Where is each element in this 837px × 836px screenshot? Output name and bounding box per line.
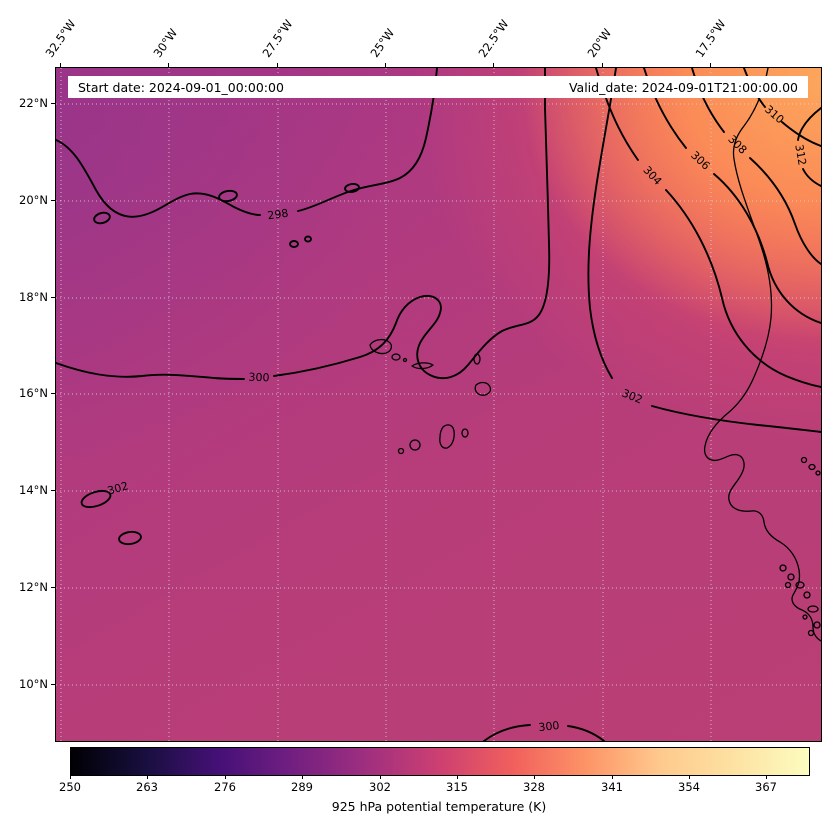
y-tick-mark (51, 393, 55, 394)
x-tick-mark (493, 63, 494, 67)
contour-label-308: 308 (725, 133, 749, 157)
coastline-group (369, 68, 821, 642)
y-tick-mark (51, 103, 55, 104)
map-plot: 298 300 302 302 300 304 306 308 310 312 … (55, 67, 822, 742)
colorbar-tick-mark (766, 775, 767, 779)
y-tick-label: 16°N (19, 386, 48, 400)
x-tick-label: 27.5°W (259, 16, 296, 60)
contour-line-298 (56, 68, 438, 248)
x-tick-mark (710, 63, 711, 67)
x-tick-mark (168, 63, 169, 67)
colorbar-tick-label: 263 (136, 780, 158, 794)
contour-label-306: 306 (688, 149, 712, 173)
y-tick-label: 10°N (19, 677, 48, 691)
colorbar-tick-mark (380, 775, 381, 779)
x-tick-mark (60, 63, 61, 67)
colorbar-tick-mark (302, 775, 303, 779)
colorbar-tick-label: 367 (755, 780, 777, 794)
contour-label-302-sw: 302 (106, 479, 130, 497)
gridlines (56, 68, 821, 741)
y-tick-mark (51, 490, 55, 491)
y-tick-mark (51, 200, 55, 201)
x-tick-mark (602, 63, 603, 67)
y-tick-label: 20°N (19, 193, 48, 207)
colorbar-tick-label: 276 (214, 780, 236, 794)
african-coastline (703, 68, 821, 642)
contour-label-304: 304 (640, 164, 664, 188)
contour-label-302: 302 (620, 387, 644, 407)
colorbar-tick-mark (147, 775, 148, 779)
colorbar-tick-label: 354 (678, 780, 700, 794)
x-tick-label: 32.5°W (42, 16, 79, 60)
contour-line-312 (797, 107, 821, 187)
colorbar-title: 925 hPa potential temperature (K) (331, 799, 547, 814)
x-tick-label: 22.5°W (475, 16, 512, 60)
x-tick-label: 20°W (584, 25, 615, 61)
colorbar-tick-label: 315 (446, 780, 468, 794)
colorbar-tick-mark (612, 775, 613, 779)
colorbar-tick-label: 289 (291, 780, 313, 794)
x-tick-label: 17.5°W (692, 16, 729, 60)
date-banner: Start date: 2024-09-01_00:00:00 Valid_da… (68, 76, 808, 98)
contour-label-298: 298 (267, 207, 290, 223)
colorbar-tick-mark (534, 775, 535, 779)
colorbar-tick-label: 341 (601, 780, 623, 794)
temperature-field (56, 68, 821, 741)
y-tick-mark (51, 297, 55, 298)
contour-label-300: 300 (248, 371, 269, 385)
colorbar-tick-label: 302 (369, 780, 391, 794)
colorbar-gradient (70, 747, 810, 776)
colorbar-tick-label: 328 (523, 780, 545, 794)
y-tick-label: 14°N (19, 483, 48, 497)
contour-line-304 (595, 68, 821, 388)
x-tick-label: 30°W (150, 25, 181, 61)
colorbar-tick-mark (689, 775, 690, 779)
cape-verde-islands (369, 338, 492, 455)
y-tick-label: 12°N (19, 580, 48, 594)
colorbar-tick-mark (70, 775, 71, 779)
colorbar-tick-mark (225, 775, 226, 779)
coastal-islands (779, 456, 821, 637)
contour-label-group: 298 300 302 302 300 304 306 308 310 312 (106, 103, 809, 734)
map-overlay-svg: 298 300 302 302 300 304 306 308 310 312 (56, 68, 821, 741)
y-tick-mark (51, 684, 55, 685)
y-tick-mark (51, 587, 55, 588)
x-tick-mark (277, 63, 278, 67)
contour-line-300 (56, 68, 605, 741)
contour-line-302 (80, 68, 821, 546)
y-tick-label: 18°N (19, 290, 48, 304)
x-tick-mark (385, 63, 386, 67)
contour-lines (56, 68, 821, 741)
colorbar-tick-label: 250 (59, 780, 81, 794)
contour-label-312: 312 (792, 143, 808, 166)
x-tick-label: 25°W (367, 25, 398, 61)
contour-label-300-bottom: 300 (538, 719, 560, 734)
contour-line-308 (691, 68, 821, 265)
valid-date-text: Valid_date: 2024-09-01T21:00:00.00 (568, 79, 798, 95)
start-date-text: Start date: 2024-09-01_00:00:00 (78, 79, 284, 95)
colorbar-tick-mark (457, 775, 458, 779)
y-tick-label: 22°N (19, 96, 48, 110)
